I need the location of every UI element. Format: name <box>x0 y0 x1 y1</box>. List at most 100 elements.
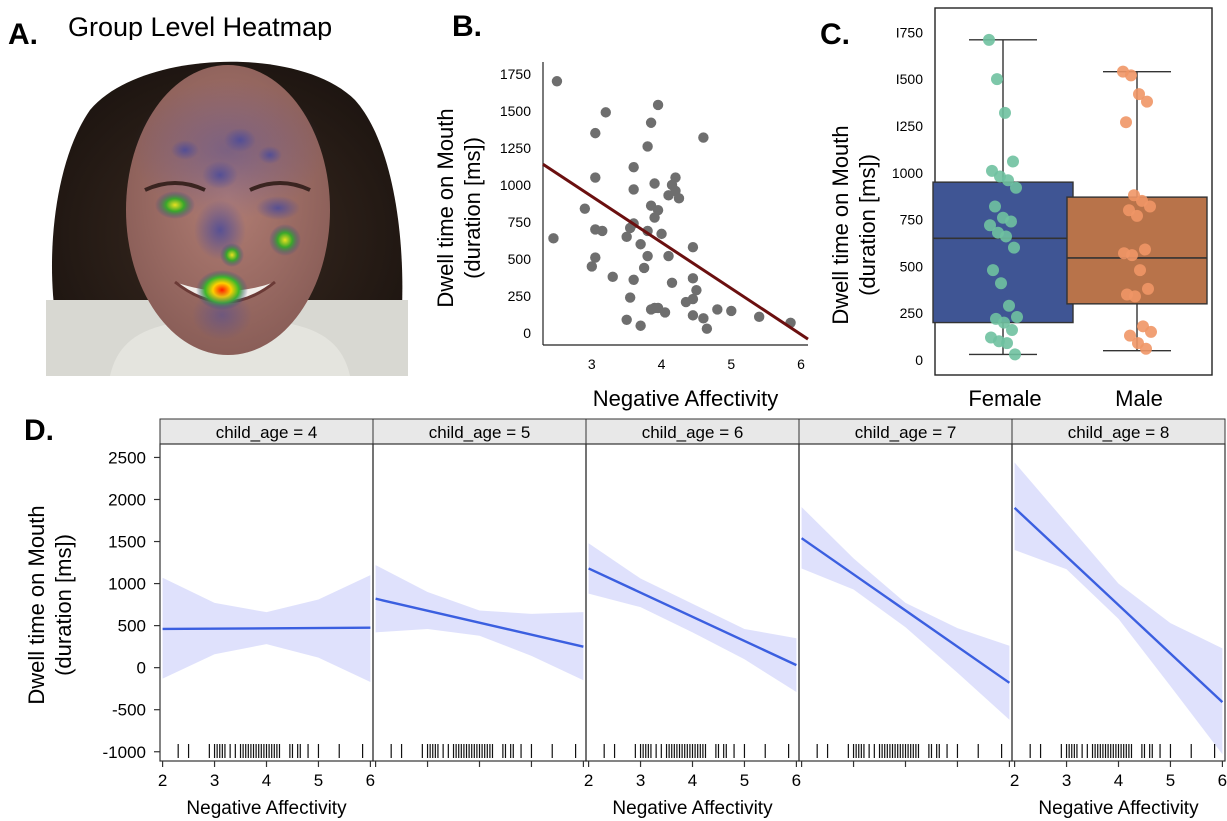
y-tick-label: 0 <box>137 659 146 678</box>
data-point-male <box>1144 200 1156 213</box>
scatter-point <box>590 172 601 183</box>
y-axis-title-line: Dwell time on Mouth <box>24 505 49 704</box>
regression-line <box>542 162 809 341</box>
x-tick-label: 6 <box>797 356 805 372</box>
scatter-point <box>663 250 674 262</box>
scatter-point <box>624 222 636 234</box>
scatter-point <box>642 141 653 152</box>
box-female <box>932 181 1074 324</box>
scatter-point <box>698 313 709 324</box>
scatter-point <box>691 284 702 296</box>
data-point-female <box>995 277 1007 290</box>
x-tick-label: 6 <box>1218 771 1227 790</box>
data-point-female <box>1006 324 1018 337</box>
facet-strip <box>1011 418 1226 445</box>
scatter-point <box>673 193 685 204</box>
y-tick-label: 250 <box>900 305 924 321</box>
x-tick-label: 5 <box>314 771 323 790</box>
x-axis-title: Negative Affectivity <box>612 798 773 819</box>
scatter-point <box>712 304 723 315</box>
scatter-point <box>666 277 678 288</box>
scatter-point <box>687 273 699 284</box>
y-tick-label: I250 <box>896 118 923 134</box>
x-tick-label: 5 <box>727 356 735 372</box>
scatter-point <box>649 212 660 223</box>
x-tick-label: 6 <box>792 771 801 790</box>
x-tick-label: 3 <box>588 356 596 372</box>
x-axis-title: Negative Affectivity <box>186 798 347 819</box>
data-point-male <box>1120 116 1132 129</box>
data-point-female <box>1003 299 1015 312</box>
heatmap-image <box>46 40 408 377</box>
trend-line <box>375 597 584 648</box>
panel-b-scatter: 0 250 500 750 1000 1250 1500 1750 3 4 5 6 Negative A… <box>433 62 809 411</box>
data-point-female <box>1011 310 1023 323</box>
x-tick-label: 2 <box>584 771 593 790</box>
y-tick-label: 500 <box>508 251 532 267</box>
data-point-female <box>1002 174 1014 187</box>
scatter-point <box>628 161 639 173</box>
facet-strip <box>585 418 800 445</box>
panel-b-label: B. <box>452 10 482 43</box>
y-tick-label: 250 <box>508 288 532 304</box>
scatter-point <box>659 307 671 318</box>
data-point-male <box>1139 243 1151 256</box>
y-tick-label: 1750 <box>500 66 531 82</box>
x-axis-title: Negative Affectivity <box>593 386 778 411</box>
scatter-point <box>642 250 653 262</box>
data-point-male <box>1133 88 1145 101</box>
scatter-point <box>649 178 660 189</box>
x-tick-label: 4 <box>688 771 697 790</box>
scatter-point <box>628 184 639 195</box>
facet-label: child_age = 8 <box>1068 423 1170 442</box>
left-eye-hotspot <box>155 191 195 219</box>
data-point-male <box>1131 209 1143 222</box>
scatter-point <box>621 314 632 326</box>
scatter-point <box>579 203 591 214</box>
y-tick-label: -1000 <box>103 743 146 762</box>
scatter-point <box>551 76 563 87</box>
data-point-female <box>1005 215 1017 228</box>
x-tick-label: 4 <box>658 356 666 372</box>
facet-frame <box>585 443 800 762</box>
scatter-point <box>701 323 713 334</box>
y-tick-label: 1000 <box>892 165 923 181</box>
y-axis-title: Dwell time on Mouth(duration [ms]) <box>828 125 880 324</box>
facet-label: child_age = 7 <box>855 423 957 442</box>
scatter-point <box>635 320 646 331</box>
y-tick-label: 1000 <box>500 177 531 193</box>
panel-c-boxplot: 0 250 500 750 1000 I250 I500 I750 Female Male Dwel… <box>828 7 1213 411</box>
data-point-male <box>1145 325 1157 338</box>
y-tick-label: 500 <box>900 258 924 274</box>
y-tick-label: 2000 <box>108 490 146 509</box>
facet-strip <box>372 418 587 445</box>
data-point-male <box>1124 329 1136 342</box>
data-point-female <box>998 316 1010 329</box>
scatter-point <box>586 261 598 272</box>
scatter-point <box>621 231 632 243</box>
trend-line <box>1013 507 1224 704</box>
scatter-point <box>548 233 559 244</box>
data-point-female <box>989 200 1001 213</box>
y-tick-label: 1250 <box>500 140 531 156</box>
right-eye-hotspot <box>269 224 301 256</box>
x-tick-label: 3 <box>210 771 219 790</box>
y-tick-label: 1500 <box>108 533 146 552</box>
panel-a-title: Group Level Heatmap <box>68 12 332 42</box>
x-axis-title: Negative Affectivity <box>1038 798 1199 819</box>
y-tick-label: 0 <box>915 352 923 368</box>
data-point-female <box>1007 155 1019 168</box>
x-tick-label: 3 <box>636 771 645 790</box>
x-tick-label: 4 <box>1114 771 1123 790</box>
scatter-point <box>597 225 608 237</box>
data-point-female <box>1010 181 1022 194</box>
y-axis-title-line: (duration [ms]) <box>855 154 880 296</box>
y-tick-label: 2500 <box>108 448 146 467</box>
data-point-female <box>999 106 1011 119</box>
y-tick-label: 1500 <box>500 103 531 119</box>
facet-strip <box>798 418 1013 445</box>
x-tick-label: 4 <box>262 771 271 790</box>
x-tick-label: 2 <box>1010 771 1019 790</box>
panel-d-facets: child_age = 4 2 3 4 5 6 Negative Affectivity ch… <box>24 418 1227 819</box>
y-tick-label: 500 <box>118 617 146 636</box>
